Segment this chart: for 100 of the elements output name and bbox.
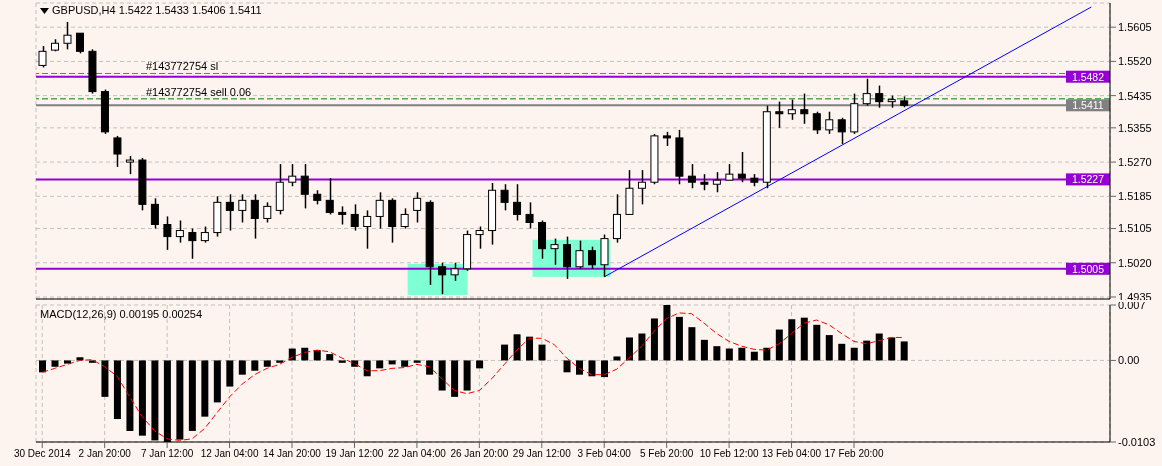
candlestick	[513, 183, 522, 222]
bar	[588, 360, 596, 377]
bar	[113, 360, 121, 420]
bar	[713, 346, 721, 361]
candlestick	[737, 151, 746, 183]
bar	[363, 360, 371, 377]
candlestick	[800, 92, 809, 125]
x-tick-label: 12 Jan 04:00	[200, 448, 259, 460]
bar	[625, 337, 633, 361]
candlestick	[188, 227, 197, 260]
x-tick-label: 3 Feb 04:00	[577, 448, 632, 460]
candlestick	[338, 205, 347, 226]
bar	[775, 329, 783, 361]
y-tick-label: 1.5105	[1118, 222, 1152, 235]
x-tick-label: 26 Jan 20:00	[450, 448, 509, 460]
bar	[838, 343, 846, 361]
bar	[526, 336, 534, 361]
bar	[875, 333, 883, 361]
bar	[750, 351, 758, 361]
candlestick	[400, 207, 409, 230]
candlestick	[350, 203, 359, 232]
candlestick	[225, 193, 234, 232]
bar	[650, 318, 658, 361]
bar	[451, 360, 459, 397]
bar	[63, 360, 71, 364]
y-tick-label: 1.5520	[1118, 55, 1152, 68]
x-tick-label: 14 Jan 20:00	[263, 448, 322, 460]
bar	[501, 344, 509, 361]
bar	[888, 337, 896, 361]
candlestick	[687, 163, 696, 189]
candlestick	[150, 197, 159, 230]
bar	[863, 340, 871, 361]
candlestick	[113, 135, 122, 168]
bar	[226, 360, 234, 387]
x-tick-label: 5 Feb 20:00	[639, 448, 694, 460]
bar	[401, 360, 409, 367]
candlestick	[575, 239, 584, 270]
candlestick	[125, 155, 134, 175]
bar	[700, 339, 708, 361]
x-tick-label: 2 Jan 20:00	[78, 448, 132, 460]
x-tick-label: 10 Feb 12:00	[699, 448, 760, 460]
candlestick	[75, 32, 84, 55]
chart-title: MACD(12,26,9) 0.00195 0.00254	[40, 308, 203, 320]
x-tick-label: 17 Feb 20:00	[824, 448, 884, 460]
candlestick	[375, 191, 384, 230]
bar	[51, 360, 59, 367]
candlestick	[875, 84, 884, 109]
ref-line-label: 1.5482	[1071, 70, 1105, 83]
candlestick	[288, 163, 297, 187]
candlestick	[238, 193, 247, 224]
candlestick	[525, 201, 534, 230]
bar	[388, 360, 396, 365]
bar	[263, 360, 271, 367]
y-tick-label: 1.5605	[1118, 21, 1152, 34]
candlestick	[637, 169, 646, 206]
y-tick-label: 1.5020	[1118, 256, 1152, 269]
candlestick	[63, 21, 72, 51]
bar	[800, 317, 808, 361]
x-tick-label: 22 Jan 04:00	[387, 448, 447, 460]
bar	[463, 360, 471, 391]
bar	[313, 350, 321, 361]
line-series	[41, 312, 905, 441]
y-tick-label: 0.00	[1118, 354, 1140, 367]
bar	[376, 360, 384, 369]
y-tick-label: 1.5185	[1118, 190, 1152, 203]
bar	[576, 360, 583, 375]
ref-line-label: 1.5227	[1071, 173, 1105, 186]
y-tick-label: 1.5355	[1118, 121, 1152, 134]
candlestick	[163, 215, 172, 251]
bar	[600, 360, 608, 378]
candlestick	[825, 110, 834, 135]
candlestick	[862, 77, 871, 107]
candlestick	[787, 98, 796, 121]
bar	[338, 360, 346, 363]
bar	[213, 360, 221, 403]
x-tick-label: 19 Jan 12:00	[325, 448, 384, 460]
candlestick	[587, 245, 596, 270]
bar	[688, 327, 696, 361]
bar	[825, 335, 833, 361]
bar	[138, 360, 146, 436]
bar	[39, 360, 46, 373]
bar	[813, 324, 821, 361]
candlestick	[837, 117, 846, 145]
candlestick	[413, 191, 422, 224]
bar	[276, 360, 284, 363]
candlestick	[550, 237, 559, 266]
candlestick	[775, 100, 784, 129]
bar	[326, 354, 334, 361]
y-tick-label: -0.0103	[1118, 435, 1156, 448]
ref-line-label: #143772754 sl	[146, 60, 219, 73]
x-tick-label: 30 Dec 2014	[13, 448, 72, 460]
bar	[850, 347, 858, 361]
x-tick-label: 13 Feb 04:00	[762, 448, 822, 460]
bar	[101, 360, 109, 397]
candlestick	[438, 262, 447, 295]
candlestick	[263, 201, 272, 224]
bar	[900, 341, 908, 361]
bar	[638, 333, 646, 361]
bar	[201, 360, 209, 417]
bar	[538, 344, 546, 361]
